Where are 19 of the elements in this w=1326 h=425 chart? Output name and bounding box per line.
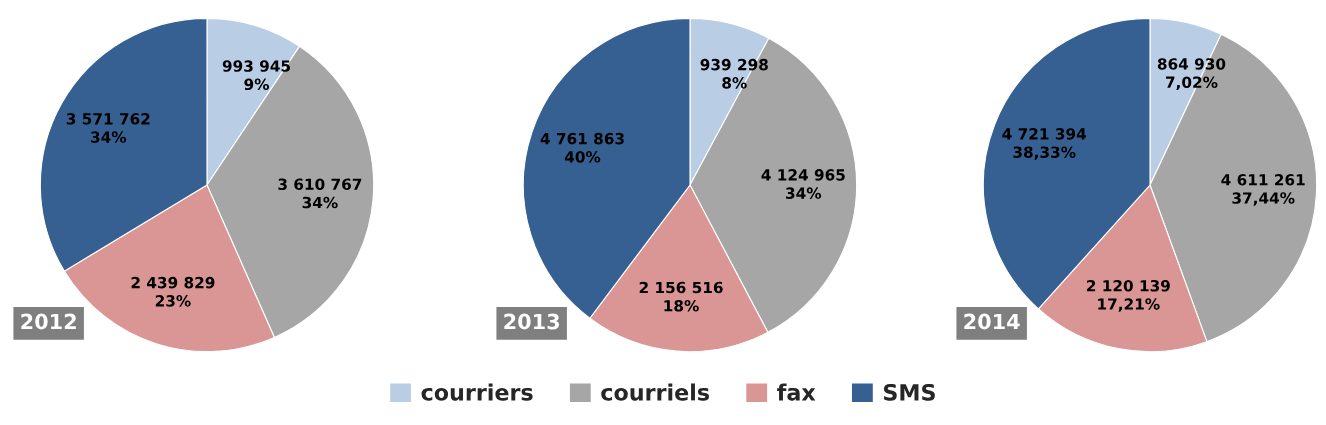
legend-label: fax xyxy=(777,383,816,401)
data-label: 2 156 516 18% xyxy=(639,281,723,312)
data-label: 864 930 7,02% xyxy=(1157,58,1226,90)
data-label: 4 761 863 40% xyxy=(540,132,624,163)
data-label: 2 120 139 17,21% xyxy=(1087,279,1170,312)
data-label: 4 124 965 34% xyxy=(761,169,845,199)
text: 2014 xyxy=(964,313,1020,330)
legend-label: courriels xyxy=(601,383,709,401)
data-label: 3 610 767 34% xyxy=(278,178,362,209)
text: 2013 xyxy=(504,313,559,330)
data-label: 993 945 9% xyxy=(222,60,291,91)
legend-label: courriers xyxy=(421,383,533,401)
text: 2012 xyxy=(21,313,76,330)
data-label: 939 298 8% xyxy=(700,58,768,89)
data-label: 4 611 261 37,44% xyxy=(1221,174,1305,206)
data-label: 2 439 829 23% xyxy=(131,276,215,307)
legend-label: SMS xyxy=(883,383,935,401)
data-label: 4 721 394 38,33% xyxy=(1002,128,1087,160)
data-label: 3 571 762 34% xyxy=(66,113,150,143)
